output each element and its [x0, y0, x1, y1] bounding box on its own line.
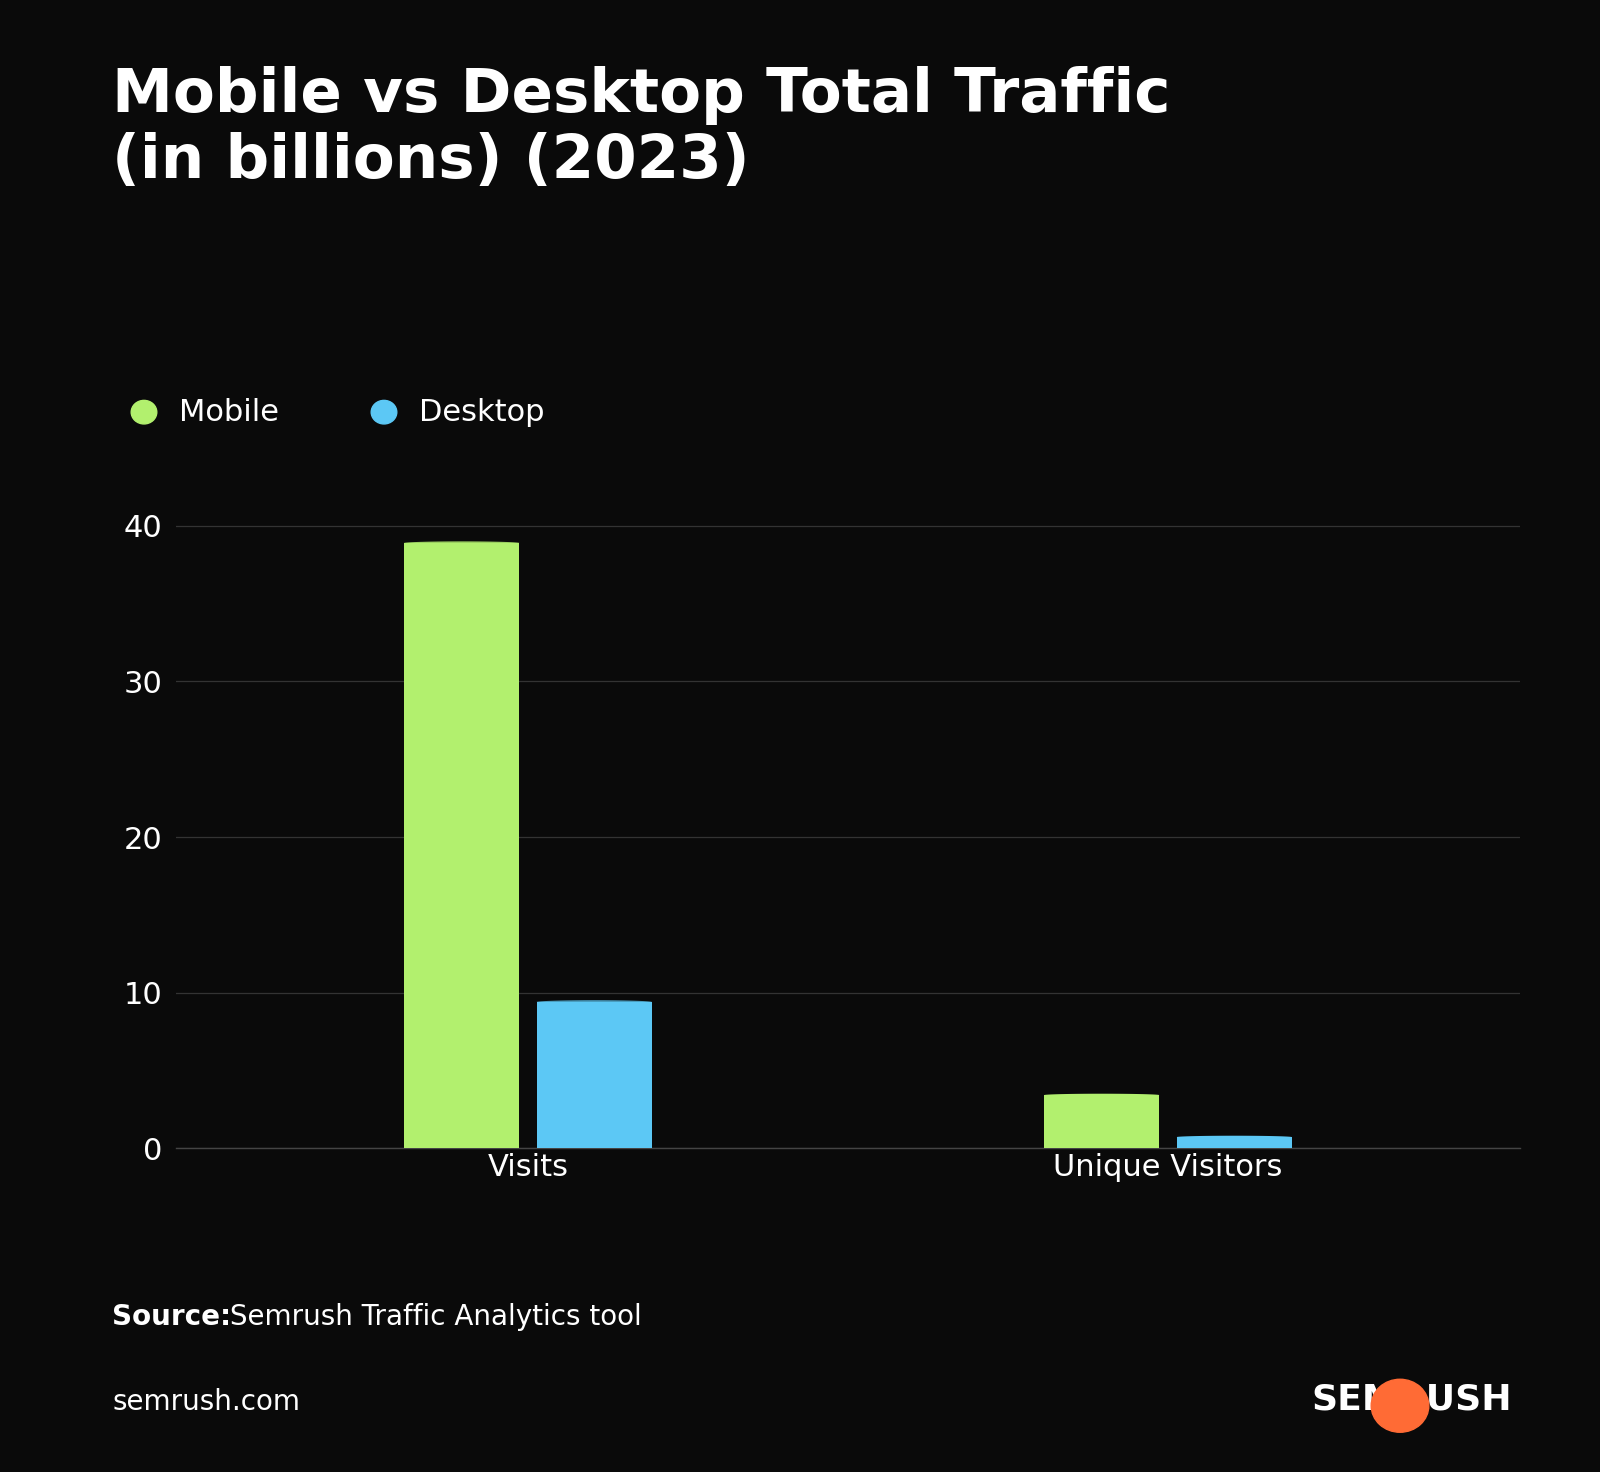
Text: semrush.com: semrush.com: [112, 1388, 301, 1416]
Text: Semrush Traffic Analytics tool: Semrush Traffic Analytics tool: [221, 1303, 642, 1331]
Text: S: S: [1392, 1395, 1408, 1416]
Bar: [1176, 1136, 1291, 1148]
Text: Mobile: Mobile: [179, 397, 278, 427]
Text: Desktop: Desktop: [419, 397, 544, 427]
Text: SEMRUSH: SEMRUSH: [1312, 1382, 1512, 1416]
Text: Source:: Source:: [112, 1303, 230, 1331]
Bar: [536, 1002, 651, 1148]
Text: Mobile vs Desktop Total Traffic
(in billions) (2023): Mobile vs Desktop Total Traffic (in bill…: [112, 66, 1171, 191]
Bar: [405, 543, 520, 1148]
Bar: [1045, 1095, 1160, 1148]
